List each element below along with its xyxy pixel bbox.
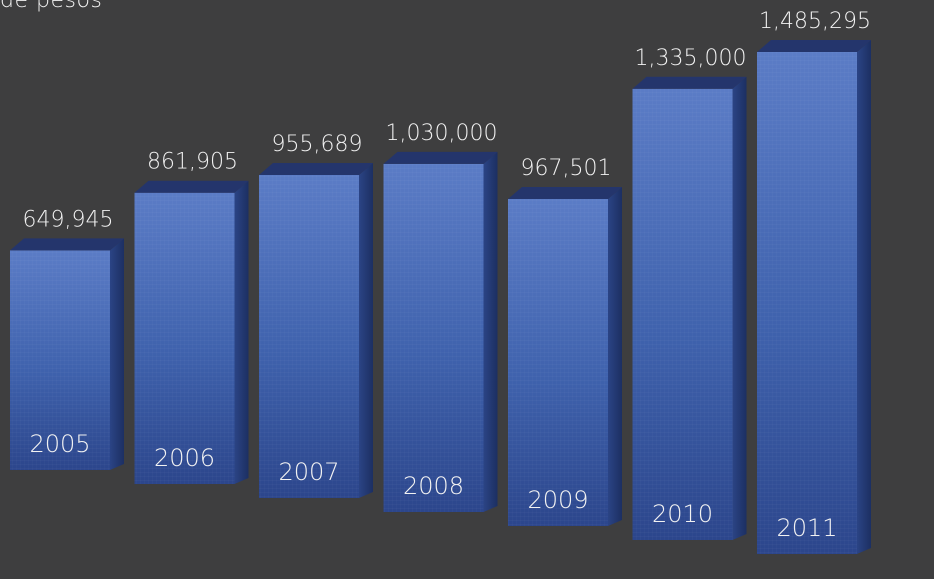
bar-2008: 1,030,000 2008 bbox=[383, 121, 498, 512]
category-label: 2006 bbox=[154, 444, 215, 472]
category-label: 2008 bbox=[403, 472, 464, 500]
data-label: 861,905 bbox=[147, 150, 238, 175]
bar-top bbox=[134, 180, 249, 193]
bar-top bbox=[383, 151, 498, 164]
bar-side bbox=[732, 76, 747, 541]
bar-2010: 1,335,000 2010 bbox=[632, 46, 747, 541]
bar-2011: 1,485,295 2011 bbox=[757, 9, 871, 554]
category-label: 2005 bbox=[29, 430, 90, 458]
bar-top bbox=[10, 238, 124, 251]
bar-2006: 861,905 2006 bbox=[134, 150, 249, 484]
bar-side bbox=[857, 40, 871, 554]
bar-texture bbox=[508, 199, 608, 526]
bar-top bbox=[508, 187, 622, 200]
bar-side bbox=[608, 187, 622, 526]
chart-title: de pesos bbox=[0, 0, 103, 13]
bar-texture bbox=[757, 52, 857, 554]
data-label: 1,485,295 bbox=[759, 9, 871, 34]
bar-side bbox=[483, 151, 498, 512]
bar-2005: 649,945 2005 bbox=[10, 207, 124, 470]
bar-texture bbox=[632, 88, 733, 541]
bar-texture bbox=[10, 250, 110, 470]
bar-top bbox=[259, 162, 373, 175]
data-label: 1,030,000 bbox=[386, 121, 498, 146]
bar-side bbox=[359, 162, 373, 499]
data-label: 1,335,000 bbox=[635, 46, 747, 71]
category-label: 2010 bbox=[652, 500, 713, 528]
category-label: 2011 bbox=[776, 514, 837, 542]
data-label: 967,501 bbox=[521, 156, 612, 181]
bar-side bbox=[110, 238, 124, 470]
bar-2007: 955,689 2007 bbox=[259, 132, 373, 499]
bar-side bbox=[234, 180, 249, 484]
category-label: 2009 bbox=[527, 486, 588, 514]
data-label: 955,689 bbox=[272, 132, 363, 157]
bar-2009: 967,501 2009 bbox=[508, 156, 622, 526]
category-label: 2007 bbox=[278, 458, 339, 486]
bar-texture bbox=[134, 192, 235, 484]
bar-top bbox=[632, 76, 747, 89]
bar-top bbox=[757, 40, 871, 52]
data-label: 649,945 bbox=[23, 207, 114, 232]
bar-texture bbox=[383, 163, 484, 512]
bar-texture bbox=[259, 174, 359, 499]
